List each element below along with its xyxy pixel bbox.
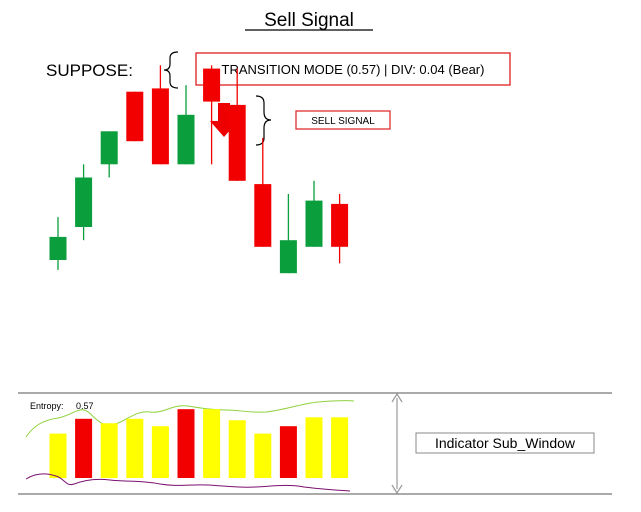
indicator-bar-yellow	[305, 417, 323, 478]
indicator-bars	[49, 409, 349, 478]
indicator-bar-yellow	[331, 417, 349, 478]
indicator-bar-yellow	[49, 433, 67, 478]
entropy-label: Entropy:	[30, 401, 64, 411]
page-title: Sell Signal	[264, 10, 354, 31]
left-curly-brace	[163, 51, 179, 89]
bull-candle	[75, 177, 93, 227]
bear-candle	[254, 184, 272, 247]
indicator-bar-red	[75, 418, 93, 478]
bull-candle	[177, 114, 195, 165]
bear-candle	[203, 68, 221, 102]
indicator-bar-red	[177, 409, 195, 478]
bear-candle	[126, 91, 144, 142]
bull-candle	[100, 131, 118, 165]
indicator-bar-yellow	[228, 420, 246, 478]
sell-signal-label: SELL SIGNAL	[311, 116, 375, 127]
indicator-bar-yellow	[100, 423, 118, 478]
entropy-lower-line	[25, 473, 351, 492]
indicator-bar-red	[279, 426, 297, 478]
sub-window-label: Indicator Sub_Window	[435, 435, 576, 451]
indicator-bar-yellow	[151, 426, 169, 478]
transition-text: TRANSITION MODE (0.57) | DIV: 0.04 (Bear…	[222, 62, 485, 77]
sell-signal-box	[295, 110, 391, 130]
entropy-upper-line	[25, 400, 355, 438]
height-arrow-up-icon	[391, 392, 403, 403]
suppose-label: SUPPOSE:	[46, 61, 133, 80]
indicator-bar-yellow	[254, 433, 272, 478]
bear-candle	[228, 104, 246, 181]
bull-candle	[305, 200, 323, 247]
indicator-bar-yellow	[203, 409, 221, 478]
bear-candle	[331, 203, 349, 247]
indicator-bar-yellow	[126, 418, 144, 478]
bull-candle	[279, 240, 297, 274]
sub-window-label-box	[415, 432, 595, 454]
bull-candle	[49, 236, 67, 260]
height-arrow-down-icon	[391, 484, 403, 495]
candlestick-chart	[49, 65, 349, 274]
transition-box	[195, 52, 511, 86]
entropy-value: 0.57	[76, 401, 94, 411]
right-curly-brace	[255, 95, 272, 146]
bear-candle	[151, 88, 169, 165]
